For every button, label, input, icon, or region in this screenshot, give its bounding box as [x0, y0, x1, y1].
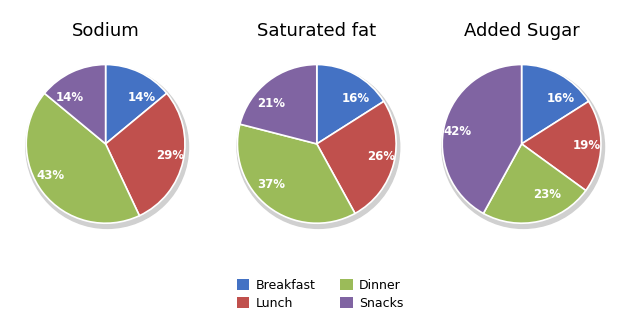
Text: 16%: 16%	[547, 92, 575, 105]
Text: 14%: 14%	[56, 91, 84, 104]
Title: Sodium: Sodium	[72, 22, 140, 40]
Text: 26%: 26%	[367, 150, 395, 163]
Ellipse shape	[442, 66, 605, 228]
Wedge shape	[44, 64, 106, 144]
Wedge shape	[237, 124, 355, 223]
Text: 42%: 42%	[444, 125, 472, 138]
Wedge shape	[442, 64, 522, 214]
Text: 23%: 23%	[533, 188, 561, 201]
Ellipse shape	[26, 66, 189, 228]
Text: 37%: 37%	[257, 178, 285, 191]
Text: 21%: 21%	[257, 96, 285, 110]
Text: 19%: 19%	[573, 139, 602, 152]
Wedge shape	[483, 144, 586, 223]
Text: 16%: 16%	[342, 92, 370, 105]
Wedge shape	[26, 93, 140, 223]
Wedge shape	[240, 64, 317, 144]
Wedge shape	[317, 101, 396, 214]
Ellipse shape	[237, 66, 400, 228]
Text: 29%: 29%	[156, 149, 184, 162]
Wedge shape	[522, 64, 589, 144]
Legend: Breakfast, Lunch, Dinner, Snacks: Breakfast, Lunch, Dinner, Snacks	[232, 274, 408, 315]
Wedge shape	[106, 64, 167, 144]
Text: 43%: 43%	[36, 169, 65, 182]
Wedge shape	[522, 101, 601, 191]
Title: Added Sugar: Added Sugar	[464, 22, 579, 40]
Wedge shape	[317, 64, 384, 144]
Text: 14%: 14%	[127, 91, 156, 104]
Title: Saturated fat: Saturated fat	[257, 22, 376, 40]
Wedge shape	[106, 93, 185, 216]
